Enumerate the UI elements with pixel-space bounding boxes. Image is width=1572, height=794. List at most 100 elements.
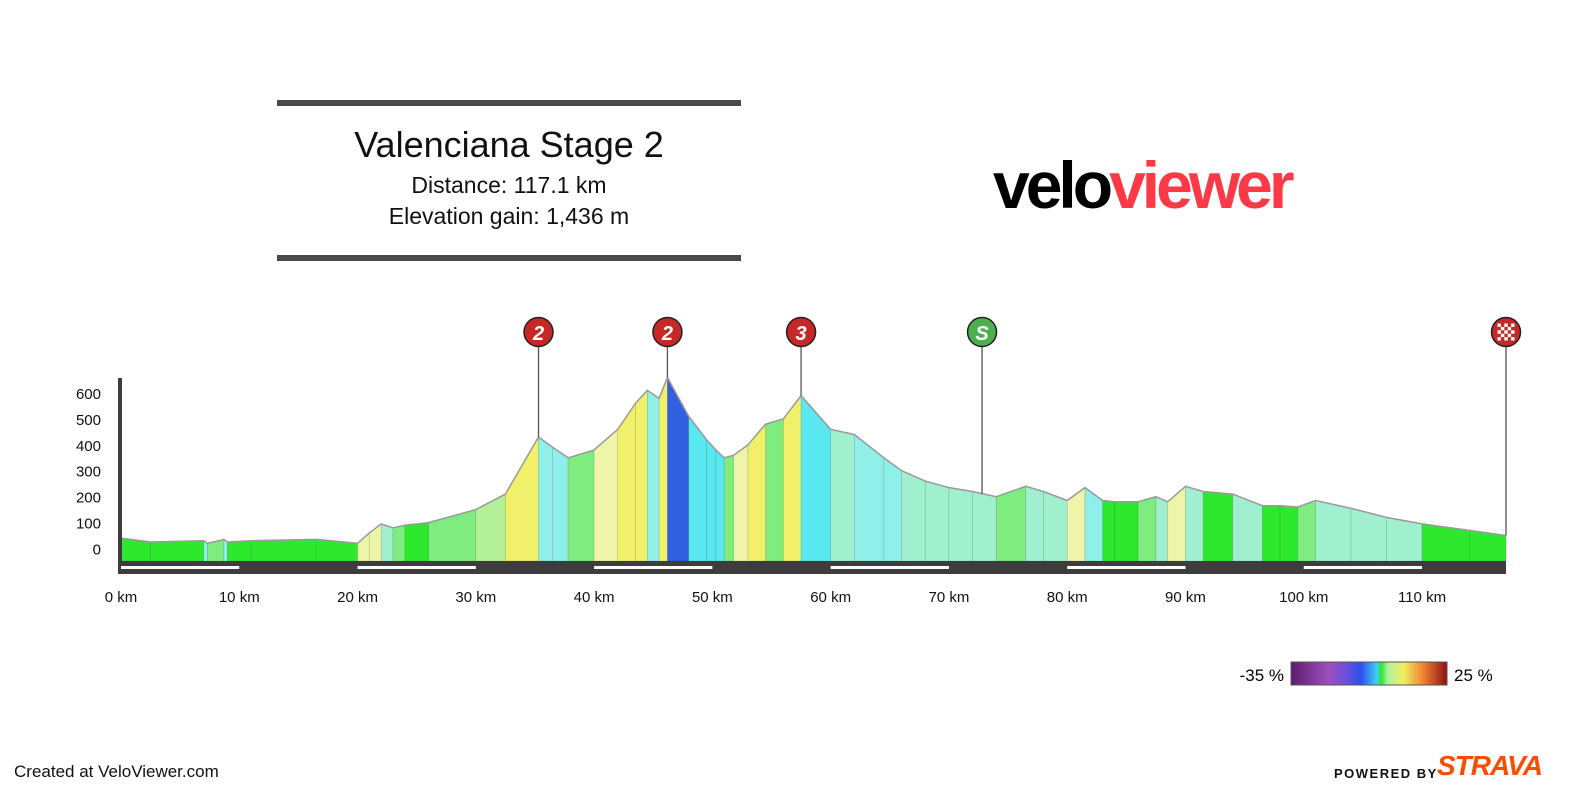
- stage-title-panel: Valenciana Stage 2 Distance: 117.1 km El…: [277, 100, 741, 262]
- profile-segment: [733, 444, 749, 562]
- profile-segment: [369, 523, 382, 562]
- checker-square: [1497, 330, 1501, 334]
- stage-title: Valenciana Stage 2: [354, 124, 664, 165]
- profile-segment: [1167, 485, 1186, 562]
- profile-segment: [150, 540, 205, 562]
- profile-segment: [1185, 485, 1204, 562]
- logo-velo: velo: [993, 148, 1113, 222]
- marker-label: 2: [532, 323, 544, 345]
- y-tick-label: 200: [76, 490, 101, 507]
- stage-distance: Distance: 117.1 km: [411, 172, 607, 198]
- profile-segment: [552, 446, 569, 562]
- profile-segment: [475, 493, 506, 562]
- checker-square: [1500, 333, 1505, 338]
- profile-segment: [635, 389, 648, 562]
- profile-segment: [380, 523, 394, 562]
- strava-logo: STRAVA: [1437, 750, 1543, 781]
- profile-segment: [505, 435, 539, 562]
- profile-segment: [715, 449, 725, 562]
- x-tick-label: 70 km: [928, 589, 969, 606]
- profile-segment: [706, 438, 717, 562]
- gradient-colorbar: [1290, 661, 1448, 686]
- veloviewer-logo: veloviewer: [993, 145, 1295, 225]
- x-tick-label: 100 km: [1279, 589, 1328, 606]
- profile-segment: [883, 457, 902, 562]
- profile-segment: [995, 485, 1027, 562]
- y-tick-label: 300: [76, 464, 101, 481]
- profile-segment: [1202, 491, 1234, 562]
- distance-scale-dash: [1067, 566, 1186, 569]
- profile-segment: [617, 402, 636, 562]
- x-tick-label: 80 km: [1047, 589, 1088, 606]
- marker-label: 3: [796, 323, 807, 345]
- profile-segment: [972, 491, 997, 562]
- y-axis-bar: [118, 378, 122, 574]
- y-tick-label: 400: [76, 438, 101, 455]
- distance-scale-dash: [1303, 566, 1423, 569]
- x-tick-label: 110 km: [1398, 589, 1446, 606]
- marker-label: S: [975, 323, 989, 345]
- profile-segment: [1315, 500, 1352, 562]
- checker-square: [1504, 337, 1508, 341]
- profile-segment: [1043, 491, 1068, 562]
- profile-segment: [250, 539, 317, 562]
- profile-segment: [924, 480, 950, 562]
- profile-segment: [538, 436, 554, 562]
- checker-square: [1500, 326, 1505, 331]
- sprint-marker: [966, 316, 998, 348]
- x-tick-label: 10 km: [219, 589, 260, 606]
- profile-segment: [428, 509, 477, 562]
- x-tick-label: 50 km: [692, 589, 733, 606]
- profile-segments: [120, 377, 1507, 562]
- x-tick-label: 60 km: [810, 589, 851, 606]
- profile-segment: [723, 454, 734, 562]
- profile-segment: [227, 540, 252, 562]
- profile-segment: [830, 428, 855, 562]
- checker-square: [1507, 326, 1512, 331]
- checker-square: [1504, 323, 1508, 327]
- stage-elevation-gain: Elevation gain: 1,436 m: [388, 203, 630, 229]
- x-tick-label: 20 km: [337, 589, 378, 606]
- profile-segment: [688, 415, 707, 562]
- profile-segment: [658, 377, 668, 562]
- profile-segment: [1279, 505, 1299, 562]
- checker-square: [1511, 330, 1515, 334]
- climb-category-marker: [523, 316, 554, 348]
- profile-segment: [1025, 485, 1044, 562]
- gradient-legend: -35 % 25 %: [1240, 661, 1493, 686]
- y-tick-label: 100: [76, 516, 101, 533]
- x-tick-label: 0 km: [105, 589, 138, 606]
- y-axis: 0 100 200 300 400 500 600: [76, 386, 101, 559]
- checker-square: [1504, 330, 1508, 334]
- checker-square: [1511, 337, 1515, 341]
- profile-segment: [901, 470, 926, 562]
- profile-segment: [404, 522, 429, 562]
- profile-segment: [948, 487, 973, 562]
- profile-segment: [567, 449, 595, 562]
- gradient-max-label: 25 %: [1454, 666, 1493, 685]
- distance-scale-dashes: [121, 566, 1423, 569]
- checker-square: [1497, 337, 1501, 341]
- profile-segment: [1155, 496, 1169, 562]
- profile-segment: [1262, 505, 1281, 562]
- distance-scale-dash: [357, 566, 476, 569]
- profile-segment: [1114, 501, 1139, 562]
- x-tick-label: 30 km: [455, 589, 496, 606]
- profile-segment: [1137, 496, 1157, 562]
- profile-segment: [647, 389, 660, 562]
- distance-scale-dash: [121, 566, 240, 569]
- y-tick-label: 500: [76, 412, 101, 429]
- climb-category-marker: [785, 316, 817, 348]
- profile-segment: [1386, 517, 1423, 562]
- distance-scale-dash: [594, 566, 713, 569]
- y-tick-label: 0: [93, 542, 101, 559]
- profile-segment: [1297, 500, 1316, 562]
- profile-outline: [120, 375, 1507, 545]
- profile-segment: [593, 428, 619, 562]
- profile-segment: [1102, 500, 1115, 562]
- distance-axis-bar: [118, 561, 1506, 574]
- profile-segment: [223, 538, 228, 562]
- created-at-label: Created at VeloViewer.com: [14, 762, 219, 781]
- title-top-rule: [277, 100, 741, 106]
